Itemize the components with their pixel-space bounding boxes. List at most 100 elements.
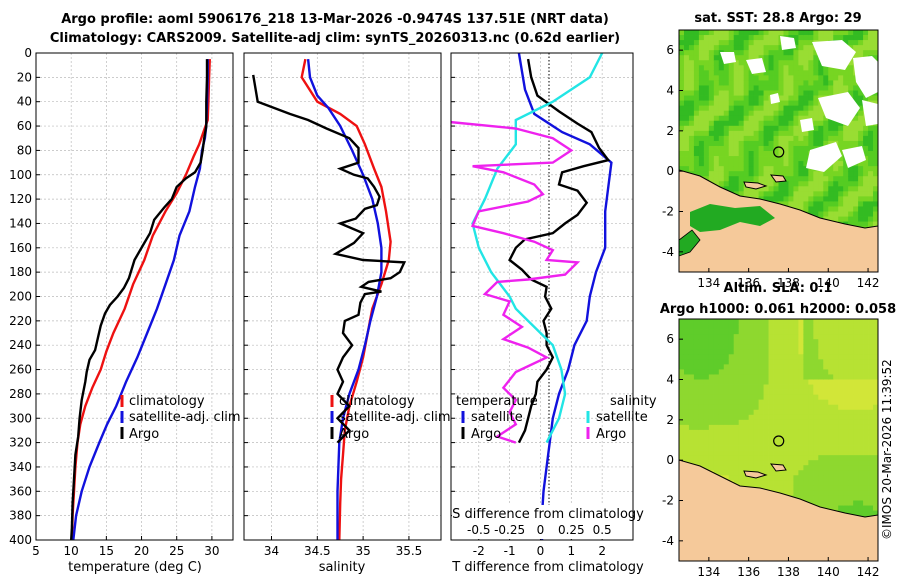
map-cell: [778, 374, 784, 380]
map-cell: [703, 434, 710, 441]
map-cell: [863, 414, 869, 421]
map-cell: [778, 65, 784, 71]
map-cell: [868, 394, 874, 401]
map-cell: [788, 379, 794, 385]
map-cell: [703, 100, 710, 107]
map-cell: [733, 70, 740, 76]
map-cell: [743, 55, 750, 61]
map-cell: [823, 125, 829, 132]
map-cell: [743, 145, 750, 152]
map-cell: [843, 206, 849, 212]
map-cell: [858, 500, 864, 506]
map-cell: [698, 50, 705, 56]
map-cell: [703, 161, 710, 167]
map-cell: [793, 389, 799, 396]
figure-title-line2: Climatology: CARS2009. Satellite-adj cli…: [49, 31, 621, 46]
map-cell: [808, 186, 814, 192]
map-cell: [683, 156, 690, 162]
x-tick-label: 138: [777, 276, 800, 290]
map-cell: [808, 140, 814, 147]
map-cell: [743, 151, 750, 157]
map-cell: [818, 206, 824, 212]
map-cell: [813, 445, 819, 451]
y-tick-label: 20: [17, 70, 32, 84]
map-cell: [848, 75, 854, 81]
map-cell: [803, 334, 809, 340]
map-cell: [768, 75, 774, 81]
map-cell: [858, 100, 864, 107]
map-cell: [803, 100, 809, 107]
map-cell: [698, 90, 705, 96]
map-cell: [738, 399, 745, 406]
map-cell: [698, 145, 705, 152]
map-cell: [823, 455, 829, 461]
map-cell: [858, 130, 864, 137]
map-cell: [763, 414, 769, 421]
map-cell: [868, 201, 874, 207]
map-cell: [758, 166, 764, 172]
map-cell: [679, 384, 685, 390]
map-cell: [743, 364, 750, 370]
map-cell: [738, 440, 745, 446]
map-cell: [803, 181, 809, 187]
map-cell: [703, 460, 710, 466]
map-cell: [863, 186, 869, 192]
map-cell: [848, 216, 854, 222]
map-cell: [708, 394, 715, 401]
map-cell: [848, 349, 854, 355]
map-cell: [778, 455, 784, 461]
map-cell: [728, 344, 735, 350]
map-cell: [708, 115, 715, 122]
map-cell: [858, 349, 864, 355]
map-cell: [708, 151, 715, 157]
map-cell: [718, 110, 725, 117]
map-cell: [693, 434, 700, 441]
map-cell: [773, 334, 779, 340]
map-cell: [873, 440, 878, 446]
map-cell: [788, 50, 794, 56]
map-cell: [788, 419, 794, 426]
map-cell: [823, 359, 829, 365]
map-cell: [838, 216, 844, 222]
map-cell: [733, 166, 740, 172]
map-cell: [873, 151, 878, 157]
map-cell: [728, 465, 735, 471]
map-cell: [823, 70, 829, 76]
map-cell: [773, 161, 779, 167]
map-cell: [703, 409, 710, 416]
map-cell: [783, 434, 789, 441]
map-cell: [778, 156, 784, 162]
map-cell: [818, 80, 824, 86]
map-cell: [868, 500, 874, 506]
map-cell: [718, 135, 725, 142]
y-tick-label: 300: [9, 411, 32, 425]
map-cell: [718, 95, 725, 101]
map-cell: [733, 161, 740, 167]
map-cell: [813, 414, 819, 421]
map-cell: [708, 324, 715, 330]
map-cell: [763, 115, 769, 122]
map-cell: [703, 45, 710, 51]
map-cell: [823, 450, 829, 456]
map-cell: [738, 65, 745, 71]
map-cell: [713, 364, 720, 370]
map-cell: [679, 166, 685, 172]
map-cell: [773, 115, 779, 122]
map-cell: [778, 369, 784, 375]
map-cell: [813, 90, 819, 96]
map-cell: [733, 181, 740, 187]
map-cell: [718, 156, 725, 162]
map-cell: [708, 50, 715, 56]
map-cell: [698, 95, 705, 101]
map-cell: [708, 45, 715, 51]
map-cell: [748, 379, 755, 385]
map-cell: [783, 485, 789, 491]
map-cell: [808, 110, 814, 117]
map-cell: [703, 379, 710, 385]
map-cell: [723, 115, 730, 122]
map-cell: [848, 65, 854, 71]
map-cell: [813, 181, 819, 187]
map-cell: [808, 85, 814, 91]
map-cell: [728, 35, 735, 41]
x-tick-label: 35: [355, 544, 370, 558]
